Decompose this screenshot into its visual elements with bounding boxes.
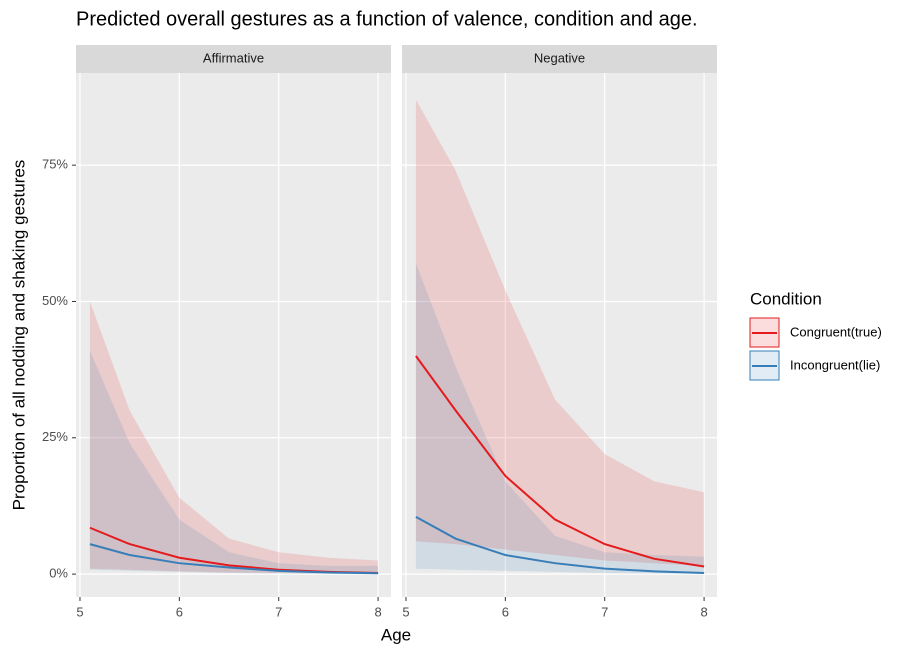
line [415,515,705,575]
x-tick-label: 7 [601,604,608,619]
y-tick-label: 0% [49,566,68,581]
x-tick-label: 7 [275,604,282,619]
y-tick-label: 50% [42,293,68,308]
x-axis-label: Age [381,625,411,644]
x-tick-label: 8 [700,604,707,619]
x-tick-label: 8 [374,604,381,619]
ribbon [89,301,379,574]
x-tick-label: 5 [76,604,83,619]
legend-label: Incongruent(lie) [790,357,880,372]
legend-label: Congruent(true) [790,324,882,339]
panel-background [76,73,391,597]
x-tick-label: 6 [502,604,509,619]
y-tick-label: 75% [42,157,68,172]
panel-background [402,73,717,597]
y-tick-label: 25% [42,429,68,444]
strip [76,45,391,73]
strip [402,45,717,73]
panel-title: Negative [534,50,585,65]
line [415,355,705,568]
line [89,543,379,575]
legend-title: Condition [750,289,822,308]
ribbon [415,263,705,574]
x-tick-label: 5 [402,604,409,619]
y-axis-label: Proportion of all nodding and shaking ge… [9,160,28,511]
ribbon [415,99,705,566]
x-tick-label: 6 [176,604,183,619]
chart-title: Predicted overall gestures as a function… [76,8,698,30]
ribbon [89,350,379,574]
panel-title: Affirmative [203,50,264,65]
